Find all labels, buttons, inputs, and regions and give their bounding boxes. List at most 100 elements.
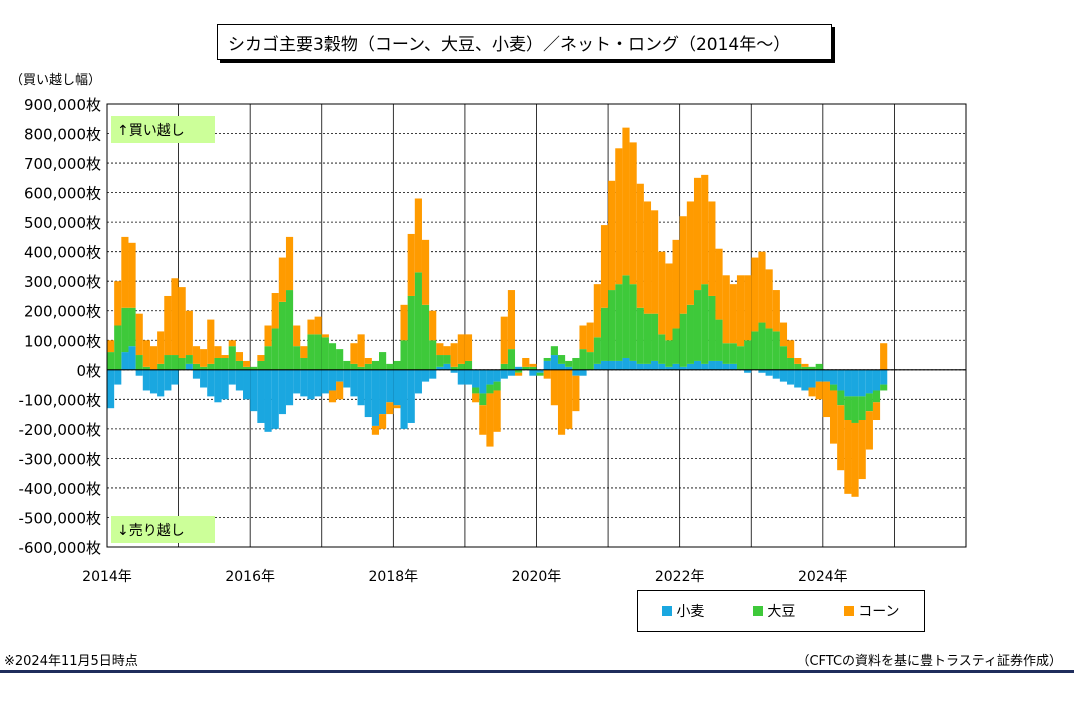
- series-bar-soy: [386, 363, 394, 370]
- series-bar-soy: [479, 393, 487, 406]
- series-bar-corn: [386, 402, 394, 415]
- footnote: ※2024年11月5日時点: [4, 654, 138, 669]
- series-bar-wheat: [529, 369, 537, 376]
- buy-annotation-label: ↑買い越し: [117, 123, 185, 139]
- series-bar-soy: [135, 355, 143, 370]
- series-bar-wheat: [250, 369, 258, 412]
- series-bar-wheat: [608, 360, 616, 370]
- series-bar-corn: [693, 177, 702, 291]
- series-bar-soy: [121, 307, 129, 353]
- series-bar-corn: [822, 381, 830, 418]
- series-bar-corn: [336, 381, 344, 400]
- series-bar-corn: [207, 319, 215, 364]
- series-bar-soy: [579, 349, 587, 370]
- series-bar-soy: [328, 343, 337, 370]
- series-bar-soy: [350, 363, 358, 370]
- legend-item-corn: コーン: [844, 601, 900, 621]
- series-bar-corn: [500, 316, 508, 364]
- series-bar-wheat: [164, 369, 172, 391]
- series-bar-corn: [715, 248, 723, 320]
- series-bar-corn: [235, 352, 244, 361]
- series-bar-wheat: [107, 369, 115, 409]
- series-bar-wheat: [722, 363, 730, 370]
- y-tick-label: 0枚: [76, 362, 101, 380]
- series-bar-corn: [651, 210, 659, 314]
- series-bar-soy: [722, 343, 730, 364]
- series-bar-corn: [608, 180, 616, 291]
- series-bar-wheat: [515, 366, 523, 370]
- series-bar-wheat: [693, 360, 702, 370]
- series-bar-soy: [493, 381, 501, 391]
- x-tick-label: 2020年: [512, 569, 562, 585]
- series-bar-corn: [844, 420, 852, 494]
- series-bar-wheat: [844, 369, 852, 397]
- series-bar-wheat: [794, 369, 802, 388]
- series-bar-soy: [235, 360, 244, 370]
- series-bar-wheat: [214, 369, 222, 403]
- series-bar-wheat: [565, 366, 573, 370]
- series-bar-wheat: [436, 366, 444, 370]
- series-bar-wheat: [729, 363, 737, 370]
- legend-item-wheat: 小麦: [662, 601, 704, 621]
- series-bar-soy: [851, 396, 859, 423]
- series-bar-soy: [872, 390, 881, 403]
- series-bar-soy: [278, 301, 286, 370]
- series-bar-corn: [600, 225, 609, 308]
- series-bar-corn: [794, 357, 802, 364]
- series-bar-corn: [529, 363, 537, 367]
- series-bar-soy: [142, 366, 150, 370]
- series-bar-soy: [128, 307, 136, 347]
- series-bar-soy: [164, 355, 172, 370]
- y-tick-label: -400,000枚: [19, 480, 101, 498]
- series-bar-soy: [522, 366, 530, 370]
- series-bar-corn: [729, 284, 737, 344]
- x-tick-label: 2022年: [655, 569, 705, 585]
- series-bar-soy: [779, 346, 788, 370]
- y-tick-label: 900,000枚: [24, 96, 101, 114]
- series-bar-corn: [579, 325, 587, 350]
- series-bar-corn: [300, 346, 308, 358]
- series-bar-corn: [278, 257, 286, 302]
- series-bar-corn: [586, 322, 594, 353]
- series-bar-soy: [593, 337, 601, 364]
- series-bar-corn: [851, 422, 859, 497]
- y-tick-label: -100,000枚: [19, 391, 101, 409]
- series-bar-soy: [600, 307, 609, 361]
- series-bar-soy: [729, 343, 737, 364]
- series-bar-corn: [779, 322, 788, 347]
- series-bar-soy: [221, 357, 229, 370]
- series-bar-soy: [808, 366, 816, 370]
- legend: 小麦 大豆 コーン: [637, 590, 925, 632]
- series-bar-soy: [285, 290, 294, 370]
- series-bar-wheat: [557, 363, 566, 370]
- series-bar-corn: [801, 363, 809, 367]
- series-bar-corn: [450, 343, 458, 367]
- series-bar-corn: [515, 372, 523, 376]
- series-bar-corn: [493, 390, 501, 432]
- series-bar-wheat: [665, 366, 673, 370]
- series-bar-wheat: [651, 360, 659, 370]
- series-bar-wheat: [321, 369, 329, 394]
- series-bar-wheat: [479, 369, 487, 394]
- series-bar-corn: [200, 349, 208, 367]
- series-bar-corn: [128, 242, 136, 308]
- series-bar-wheat: [801, 369, 809, 391]
- series-bar-soy: [858, 396, 866, 421]
- series-bar-corn: [629, 142, 637, 285]
- series-bar-soy: [608, 290, 616, 361]
- series-bar-soy: [557, 355, 566, 364]
- series-bar-corn: [472, 393, 480, 403]
- series-bar-corn: [615, 148, 623, 285]
- annotation-layer: ↑買い越し ↓売り越し: [111, 116, 215, 543]
- series-bar-soy: [515, 369, 523, 373]
- series-bar-corn: [364, 357, 372, 364]
- series-bar-wheat: [536, 369, 544, 373]
- series-bar-corn: [457, 334, 465, 364]
- series-bar-soy: [787, 357, 795, 370]
- series-bar-corn: [264, 325, 272, 347]
- series-bar-wheat: [379, 369, 387, 415]
- series-bar-corn: [550, 369, 558, 406]
- series-bar-soy: [815, 363, 823, 370]
- series-bar-soy: [457, 363, 465, 370]
- series-bar-soy: [200, 366, 208, 370]
